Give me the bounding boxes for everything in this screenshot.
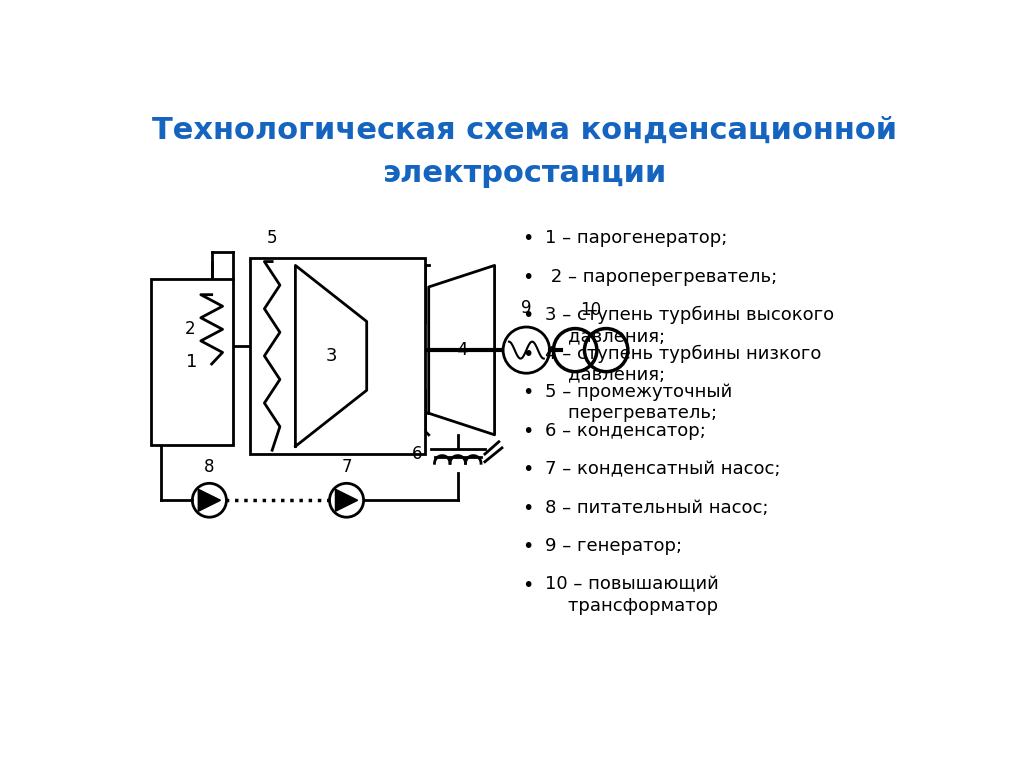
- Text: электростанции: электростанции: [383, 159, 667, 188]
- Text: 10: 10: [581, 300, 601, 319]
- Text: 3: 3: [326, 347, 337, 365]
- Text: •: •: [522, 498, 534, 518]
- Text: 2 – пароперегреватель;: 2 – пароперегреватель;: [545, 268, 777, 286]
- Text: 6: 6: [413, 445, 423, 463]
- Text: 5 – промежуточный
    перегреватель;: 5 – промежуточный перегреватель;: [545, 383, 732, 422]
- Text: 8: 8: [204, 458, 215, 475]
- Text: •: •: [522, 538, 534, 556]
- Text: •: •: [522, 383, 534, 402]
- Text: 1 – парогенератор;: 1 – парогенератор;: [545, 229, 727, 247]
- Text: 4 – ступень турбины низкого
    давления;: 4 – ступень турбины низкого давления;: [545, 345, 821, 384]
- Text: 1: 1: [186, 353, 198, 371]
- Text: 7 – конденсатный насос;: 7 – конденсатный насос;: [545, 460, 780, 478]
- Text: 8 – питательный насос;: 8 – питательный насос;: [545, 498, 768, 517]
- Text: 3 – ступень турбины высокого
    давления;: 3 – ступень турбины высокого давления;: [545, 306, 835, 346]
- Bar: [152, 280, 232, 445]
- Polygon shape: [336, 489, 357, 511]
- Text: •: •: [522, 306, 534, 325]
- Text: •: •: [522, 576, 534, 594]
- Text: •: •: [522, 345, 534, 364]
- Text: •: •: [522, 268, 534, 286]
- Text: •: •: [522, 422, 534, 441]
- Text: 2: 2: [184, 320, 196, 339]
- Text: Технологическая схема конденсационной: Технологическая схема конденсационной: [153, 116, 897, 145]
- Text: 6 – конденсатор;: 6 – конденсатор;: [545, 422, 706, 440]
- Polygon shape: [199, 489, 220, 511]
- Bar: [251, 258, 425, 454]
- Text: 5: 5: [267, 229, 278, 247]
- Text: 10 – повышающий
    трансформатор: 10 – повышающий трансформатор: [545, 576, 719, 614]
- Text: •: •: [522, 460, 534, 479]
- Text: 7: 7: [341, 458, 352, 475]
- Text: 9: 9: [521, 299, 531, 317]
- Text: •: •: [522, 229, 534, 248]
- Text: 4: 4: [456, 341, 467, 359]
- Text: 9 – генератор;: 9 – генератор;: [545, 538, 682, 555]
